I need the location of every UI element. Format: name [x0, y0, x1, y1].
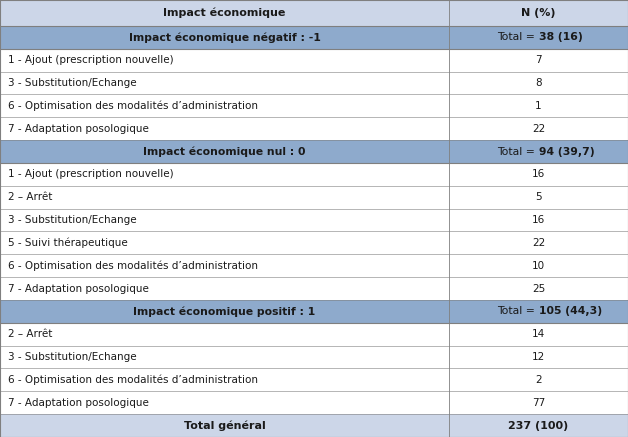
Text: 5 - Suivi thérapeutique: 5 - Suivi thérapeutique: [8, 238, 127, 248]
Text: 7 - Adaptation posologique: 7 - Adaptation posologique: [8, 284, 148, 294]
Bar: [0, 391, 628, 414]
Text: 2: 2: [535, 375, 542, 385]
Text: 22: 22: [532, 124, 545, 134]
Text: 38 (16): 38 (16): [539, 32, 582, 42]
Text: 7 - Adaptation posologique: 7 - Adaptation posologique: [8, 124, 148, 134]
Text: 14: 14: [532, 329, 545, 339]
Bar: [0, 117, 628, 140]
Bar: [0, 254, 628, 277]
Text: 3 - Substitution/Echange: 3 - Substitution/Echange: [8, 352, 136, 362]
Bar: [0, 232, 628, 254]
Text: Impact économique nul : 0: Impact économique nul : 0: [143, 146, 306, 157]
Text: 3 - Substitution/Echange: 3 - Substitution/Echange: [8, 78, 136, 88]
Text: Impact économique positif : 1: Impact économique positif : 1: [133, 306, 316, 317]
Text: 6 - Optimisation des modalités d’administration: 6 - Optimisation des modalités d’adminis…: [8, 260, 257, 271]
Text: 1 - Ajout (prescription nouvelle): 1 - Ajout (prescription nouvelle): [8, 55, 173, 65]
Text: Total =: Total =: [497, 146, 539, 156]
Bar: [0, 300, 628, 323]
Bar: [0, 140, 628, 163]
Bar: [0, 277, 628, 300]
Bar: [0, 163, 628, 186]
Text: 1: 1: [535, 101, 542, 111]
Bar: [0, 0, 628, 26]
Bar: [0, 323, 628, 346]
Text: Impact économique: Impact économique: [163, 8, 286, 18]
Text: 94 (39,7): 94 (39,7): [539, 146, 594, 156]
Bar: [0, 368, 628, 391]
Bar: [0, 94, 628, 117]
Text: 16: 16: [532, 215, 545, 225]
Text: 8: 8: [535, 78, 542, 88]
Text: Total général: Total général: [183, 420, 266, 431]
Text: 77: 77: [532, 398, 545, 408]
Bar: [0, 49, 628, 72]
Text: 237 (100): 237 (100): [509, 420, 568, 430]
Text: 1 - Ajout (prescription nouvelle): 1 - Ajout (prescription nouvelle): [8, 170, 173, 179]
Text: 7 - Adaptation posologique: 7 - Adaptation posologique: [8, 398, 148, 408]
Bar: [0, 208, 628, 232]
Text: 25: 25: [532, 284, 545, 294]
Text: 12: 12: [532, 352, 545, 362]
Text: 2 – Arrêt: 2 – Arrêt: [8, 329, 52, 339]
Text: 10: 10: [532, 261, 545, 271]
Bar: [0, 346, 628, 368]
Bar: [0, 72, 628, 94]
Bar: [0, 186, 628, 208]
Bar: [0, 26, 628, 49]
Text: 6 - Optimisation des modalités d’administration: 6 - Optimisation des modalités d’adminis…: [8, 375, 257, 385]
Text: 3 - Substitution/Echange: 3 - Substitution/Echange: [8, 215, 136, 225]
Text: 16: 16: [532, 170, 545, 179]
Text: Total =: Total =: [497, 306, 539, 316]
Text: Total =: Total =: [497, 32, 539, 42]
Bar: [0, 414, 628, 437]
Text: 22: 22: [532, 238, 545, 248]
Text: 2 – Arrêt: 2 – Arrêt: [8, 192, 52, 202]
Text: 7: 7: [535, 55, 542, 65]
Text: 105 (44,3): 105 (44,3): [539, 306, 602, 316]
Text: 6 - Optimisation des modalités d’administration: 6 - Optimisation des modalités d’adminis…: [8, 101, 257, 111]
Text: Impact économique négatif : -1: Impact économique négatif : -1: [129, 32, 320, 43]
Text: 5: 5: [535, 192, 542, 202]
Text: N (%): N (%): [521, 8, 556, 18]
